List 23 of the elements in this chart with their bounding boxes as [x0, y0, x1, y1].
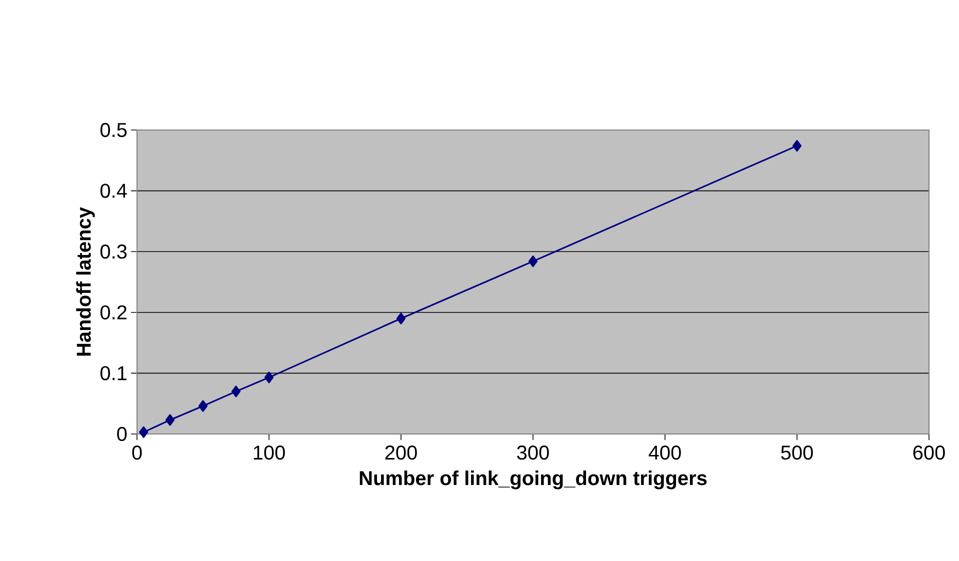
y-tick-label: 0.4 — [100, 184, 127, 198]
x-tick-label: 600 — [913, 446, 945, 460]
point — [139, 426, 148, 438]
point — [198, 400, 208, 412]
y-tick-label: 0.2 — [100, 305, 126, 320]
point — [528, 256, 538, 268]
x-tick-label: 100 — [254, 446, 285, 460]
x-tick-label: 300 — [517, 446, 549, 460]
point — [264, 372, 274, 384]
point — [792, 140, 802, 152]
point — [165, 414, 175, 426]
y-tick-label: 0.3 — [100, 244, 127, 259]
y-tick-label: 0 — [117, 426, 127, 442]
y-tick-label: 0.5 — [100, 122, 127, 138]
x-tick-label: 500 — [781, 446, 813, 460]
y-axis-title: Handoff latency — [76, 207, 95, 356]
y-tick-label: 0.1 — [100, 366, 126, 380]
point — [396, 312, 406, 324]
point — [231, 386, 241, 398]
x-tick-label: 200 — [385, 446, 417, 460]
x-tick-label: 0 — [132, 446, 142, 460]
x-tick-label: 400 — [648, 446, 681, 460]
x-axis-title: Number of link_going_down triggers — [360, 470, 707, 490]
